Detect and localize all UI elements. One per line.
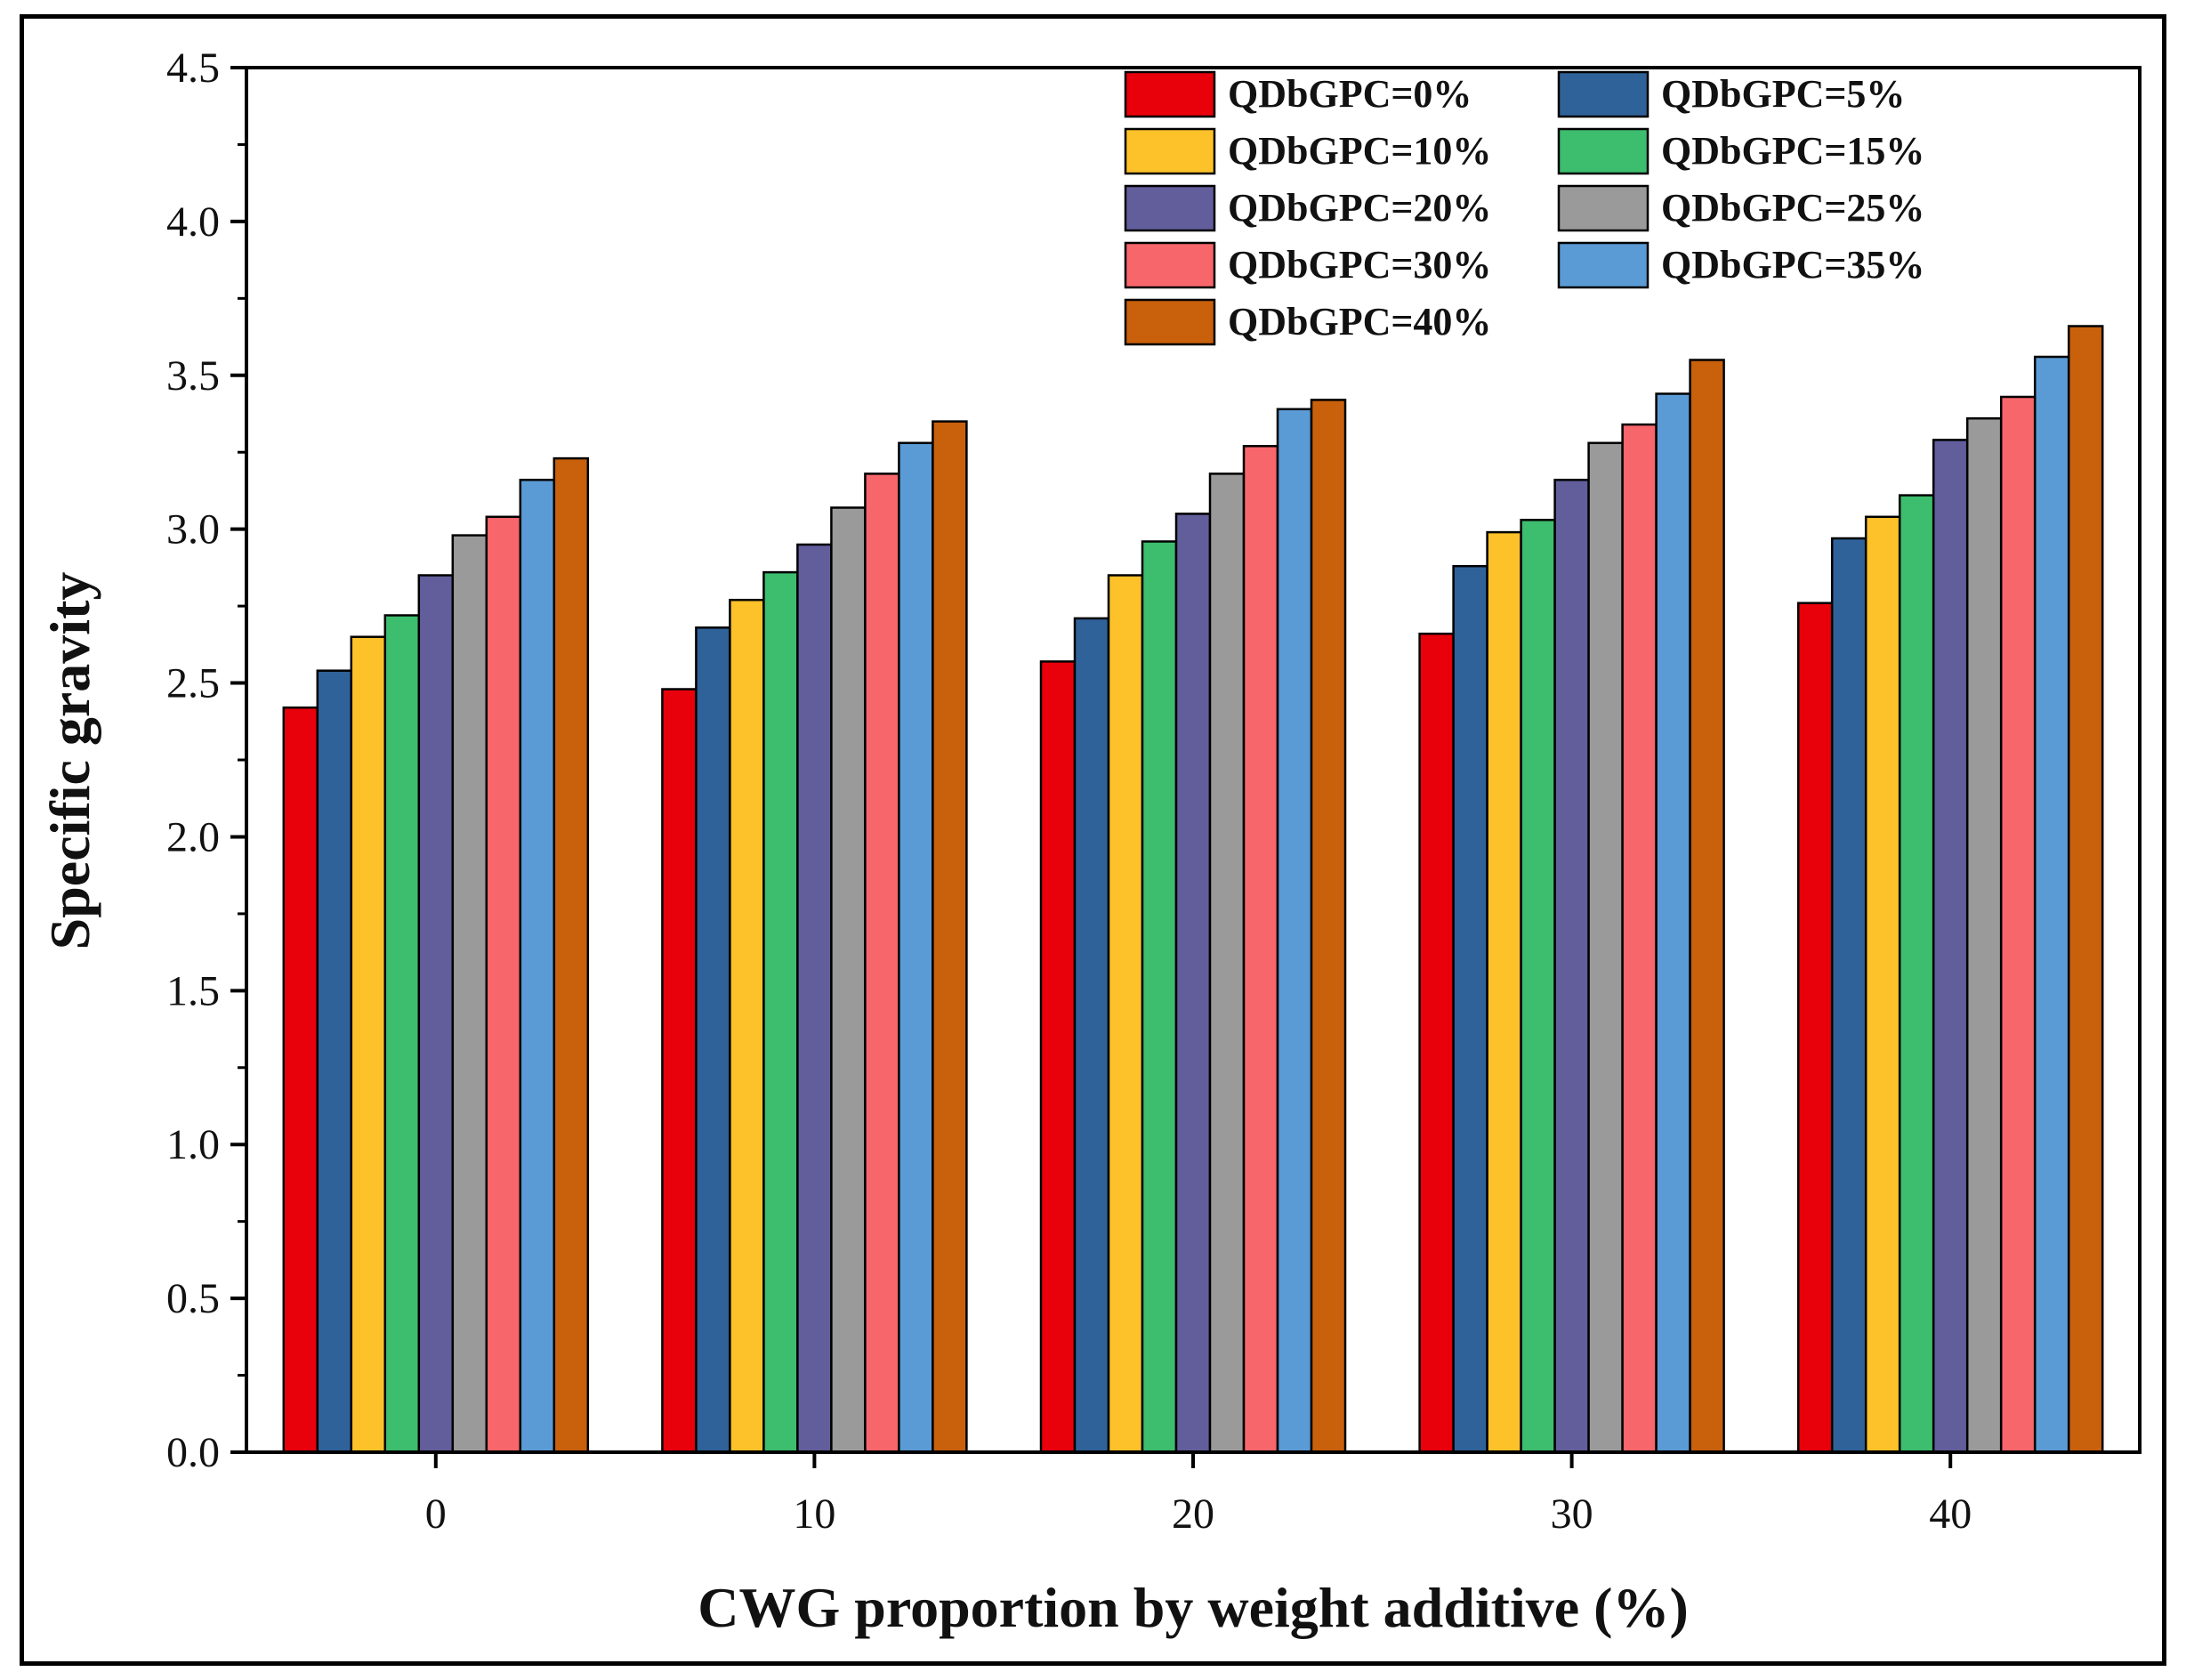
bar-qdbgpc-25--cat-0 [451, 534, 488, 1454]
y-axis-title: Specific gravity [38, 572, 101, 950]
bar-qdbgpc-5--cat-30 [1452, 564, 1488, 1454]
y-tick-label: 3.0 [166, 506, 220, 553]
bar-qdbgpc-10--cat-0 [350, 635, 387, 1454]
bar-qdbgpc-25--cat-10 [830, 506, 867, 1454]
bar-qdbgpc-20--cat-30 [1553, 479, 1590, 1454]
bar-qdbgpc-25--cat-20 [1208, 472, 1246, 1454]
y-tick-label: 1.5 [166, 967, 220, 1014]
bars-layer [282, 325, 2104, 1454]
legend-swatch-qdbgpc-30- [1124, 241, 1216, 289]
x-tick-label: 10 [793, 1490, 835, 1538]
bar-qdbgpc-20--cat-10 [796, 543, 833, 1454]
bar-qdbgpc-0--cat-30 [1418, 632, 1455, 1454]
bar-qdbgpc-15--cat-20 [1141, 540, 1178, 1454]
legend-label-qdbgpc-5-: QDbGPC=5% [1661, 72, 1905, 116]
bar-qdbgpc-30--cat-30 [1621, 423, 1658, 1454]
bar-qdbgpc-30--cat-40 [1999, 395, 2037, 1454]
bar-qdbgpc-0--cat-10 [661, 688, 698, 1454]
bar-qdbgpc-30--cat-10 [864, 472, 900, 1454]
bar-qdbgpc-5--cat-40 [1830, 537, 1867, 1454]
y-tick-label: 4.0 [166, 198, 220, 246]
x-axis-title: CWG proportion by weight additive (%) [698, 1576, 1689, 1639]
bar-qdbgpc-15--cat-40 [1898, 494, 1935, 1454]
legend-swatch-qdbgpc-15- [1557, 127, 1650, 175]
y-tick-label: 3.5 [166, 352, 220, 400]
bar-qdbgpc-35--cat-0 [519, 479, 556, 1454]
axes-layer: 0.0 0.5 1.0 1.5 2.0 2.5 3.0 3.5 4.0 4.5 0 10 20 30 40 [166, 44, 2142, 1538]
bar-qdbgpc-20--cat-0 [417, 574, 455, 1454]
legend-label-qdbgpc-30-: QDbGPC=30% [1228, 243, 1491, 287]
x-tick-label: 30 [1551, 1490, 1593, 1538]
bar-qdbgpc-30--cat-20 [1242, 445, 1279, 1454]
y-tick-label: 0.5 [166, 1275, 220, 1322]
bar-qdbgpc-10--cat-40 [1864, 515, 1901, 1454]
bar-qdbgpc-15--cat-0 [383, 614, 421, 1454]
x-tick-label: 20 [1172, 1490, 1214, 1538]
legend-swatch-qdbgpc-25- [1557, 184, 1650, 232]
bar-qdbgpc-10--cat-30 [1486, 530, 1522, 1454]
bar-qdbgpc-40--cat-20 [1310, 399, 1347, 1454]
y-tick-label: 0.0 [166, 1429, 220, 1476]
legend: QDbGPC=0% QDbGPC=5% QDbGPC=10% QDbGPC=15% QD… [1124, 70, 1924, 346]
bar-qdbgpc-25--cat-40 [1965, 416, 2003, 1454]
bar-qdbgpc-30--cat-0 [485, 515, 522, 1454]
bar-qdbgpc-0--cat-40 [1796, 602, 1834, 1454]
y-tick-label: 2.5 [166, 660, 220, 707]
bar-qdbgpc-15--cat-30 [1520, 519, 1556, 1454]
bar-qdbgpc-40--cat-0 [553, 456, 590, 1454]
legend-swatch-qdbgpc-35- [1557, 241, 1650, 289]
bar-qdbgpc-20--cat-40 [1932, 439, 1969, 1454]
legend-label-qdbgpc-35-: QDbGPC=35% [1661, 243, 1924, 287]
x-tick-label: 0 [425, 1490, 447, 1538]
bar-qdbgpc-35--cat-40 [2033, 355, 2070, 1454]
legend-swatch-qdbgpc-20- [1124, 184, 1216, 232]
bar-qdbgpc-5--cat-10 [695, 626, 731, 1454]
bar-qdbgpc-0--cat-0 [282, 706, 319, 1454]
legend-label-qdbgpc-0-: QDbGPC=0% [1228, 72, 1472, 116]
bar-qdbgpc-10--cat-10 [729, 598, 765, 1454]
legend-label-qdbgpc-25-: QDbGPC=25% [1661, 186, 1924, 230]
x-tick-label: 40 [1929, 1490, 1972, 1538]
bar-qdbgpc-0--cat-20 [1039, 660, 1077, 1454]
legend-label-qdbgpc-40-: QDbGPC=40% [1228, 300, 1491, 343]
bar-qdbgpc-25--cat-30 [1587, 441, 1624, 1454]
legend-swatch-qdbgpc-40- [1124, 298, 1216, 346]
bar-qdbgpc-5--cat-20 [1073, 617, 1110, 1454]
bar-qdbgpc-35--cat-20 [1276, 408, 1313, 1454]
legend-swatch-qdbgpc-0- [1124, 70, 1216, 118]
bar-qdbgpc-40--cat-30 [1689, 359, 1725, 1454]
y-tick-label: 2.0 [166, 813, 220, 860]
bar-qdbgpc-35--cat-10 [898, 441, 934, 1454]
bar-qdbgpc-20--cat-20 [1174, 513, 1212, 1454]
legend-label-qdbgpc-20-: QDbGPC=20% [1228, 186, 1491, 230]
bar-qdbgpc-15--cat-10 [762, 570, 799, 1454]
bar-qdbgpc-35--cat-30 [1655, 392, 1691, 1454]
bar-qdbgpc-40--cat-40 [2067, 325, 2104, 1454]
bar-qdbgpc-10--cat-20 [1107, 574, 1144, 1454]
bar-qdbgpc-40--cat-10 [932, 420, 968, 1454]
y-tick-label: 4.5 [166, 44, 220, 92]
legend-label-qdbgpc-15-: QDbGPC=15% [1661, 129, 1924, 173]
bar-qdbgpc-5--cat-0 [316, 669, 353, 1454]
legend-swatch-qdbgpc-10- [1124, 127, 1216, 175]
y-tick-label: 1.0 [166, 1121, 220, 1168]
legend-swatch-qdbgpc-5- [1557, 70, 1650, 118]
legend-label-qdbgpc-10-: QDbGPC=10% [1228, 129, 1491, 173]
